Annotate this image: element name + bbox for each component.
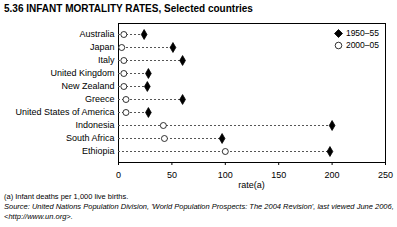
svg-text:250: 250 — [378, 170, 393, 180]
html-text:rate(a): rate(a) — [238, 180, 265, 190]
svg-text:Italy: Italy — [98, 55, 115, 65]
html-text:5.36 INFANT MORTALITY RATES, S: 5.36 INFANT MORTALITY RATES, Selected co… — [4, 3, 253, 14]
svg-text:Ethiopia: Ethiopia — [82, 146, 115, 156]
svg-text:South Africa: South Africa — [66, 133, 115, 143]
svg-text:200: 200 — [325, 170, 340, 180]
svg-text:50: 50 — [167, 170, 177, 180]
svg-text:United Kingdom: United Kingdom — [50, 68, 114, 78]
svg-text:0: 0 — [116, 170, 121, 180]
html-text:(a) Infant deaths per 1,000 li: (a) Infant deaths per 1,000 live births. — [4, 192, 129, 201]
svg-text:100: 100 — [218, 170, 233, 180]
svg-text:Australia: Australia — [79, 29, 114, 39]
svg-text:New Zealand: New Zealand — [61, 81, 114, 91]
svg-text:Indonesia: Indonesia — [75, 120, 114, 130]
svg-text:United States of America: United States of America — [15, 107, 114, 117]
svg-text:Japan: Japan — [90, 42, 115, 52]
svg-text:150: 150 — [271, 170, 286, 180]
html-text:Source: United Nations Populat: Source: United Nations Population Divisi… — [4, 202, 394, 221]
svg-text:Greece: Greece — [85, 94, 115, 104]
html-text:1950–55: 1950–55 — [345, 28, 379, 38]
html-text:2000–05: 2000–05 — [345, 40, 379, 50]
